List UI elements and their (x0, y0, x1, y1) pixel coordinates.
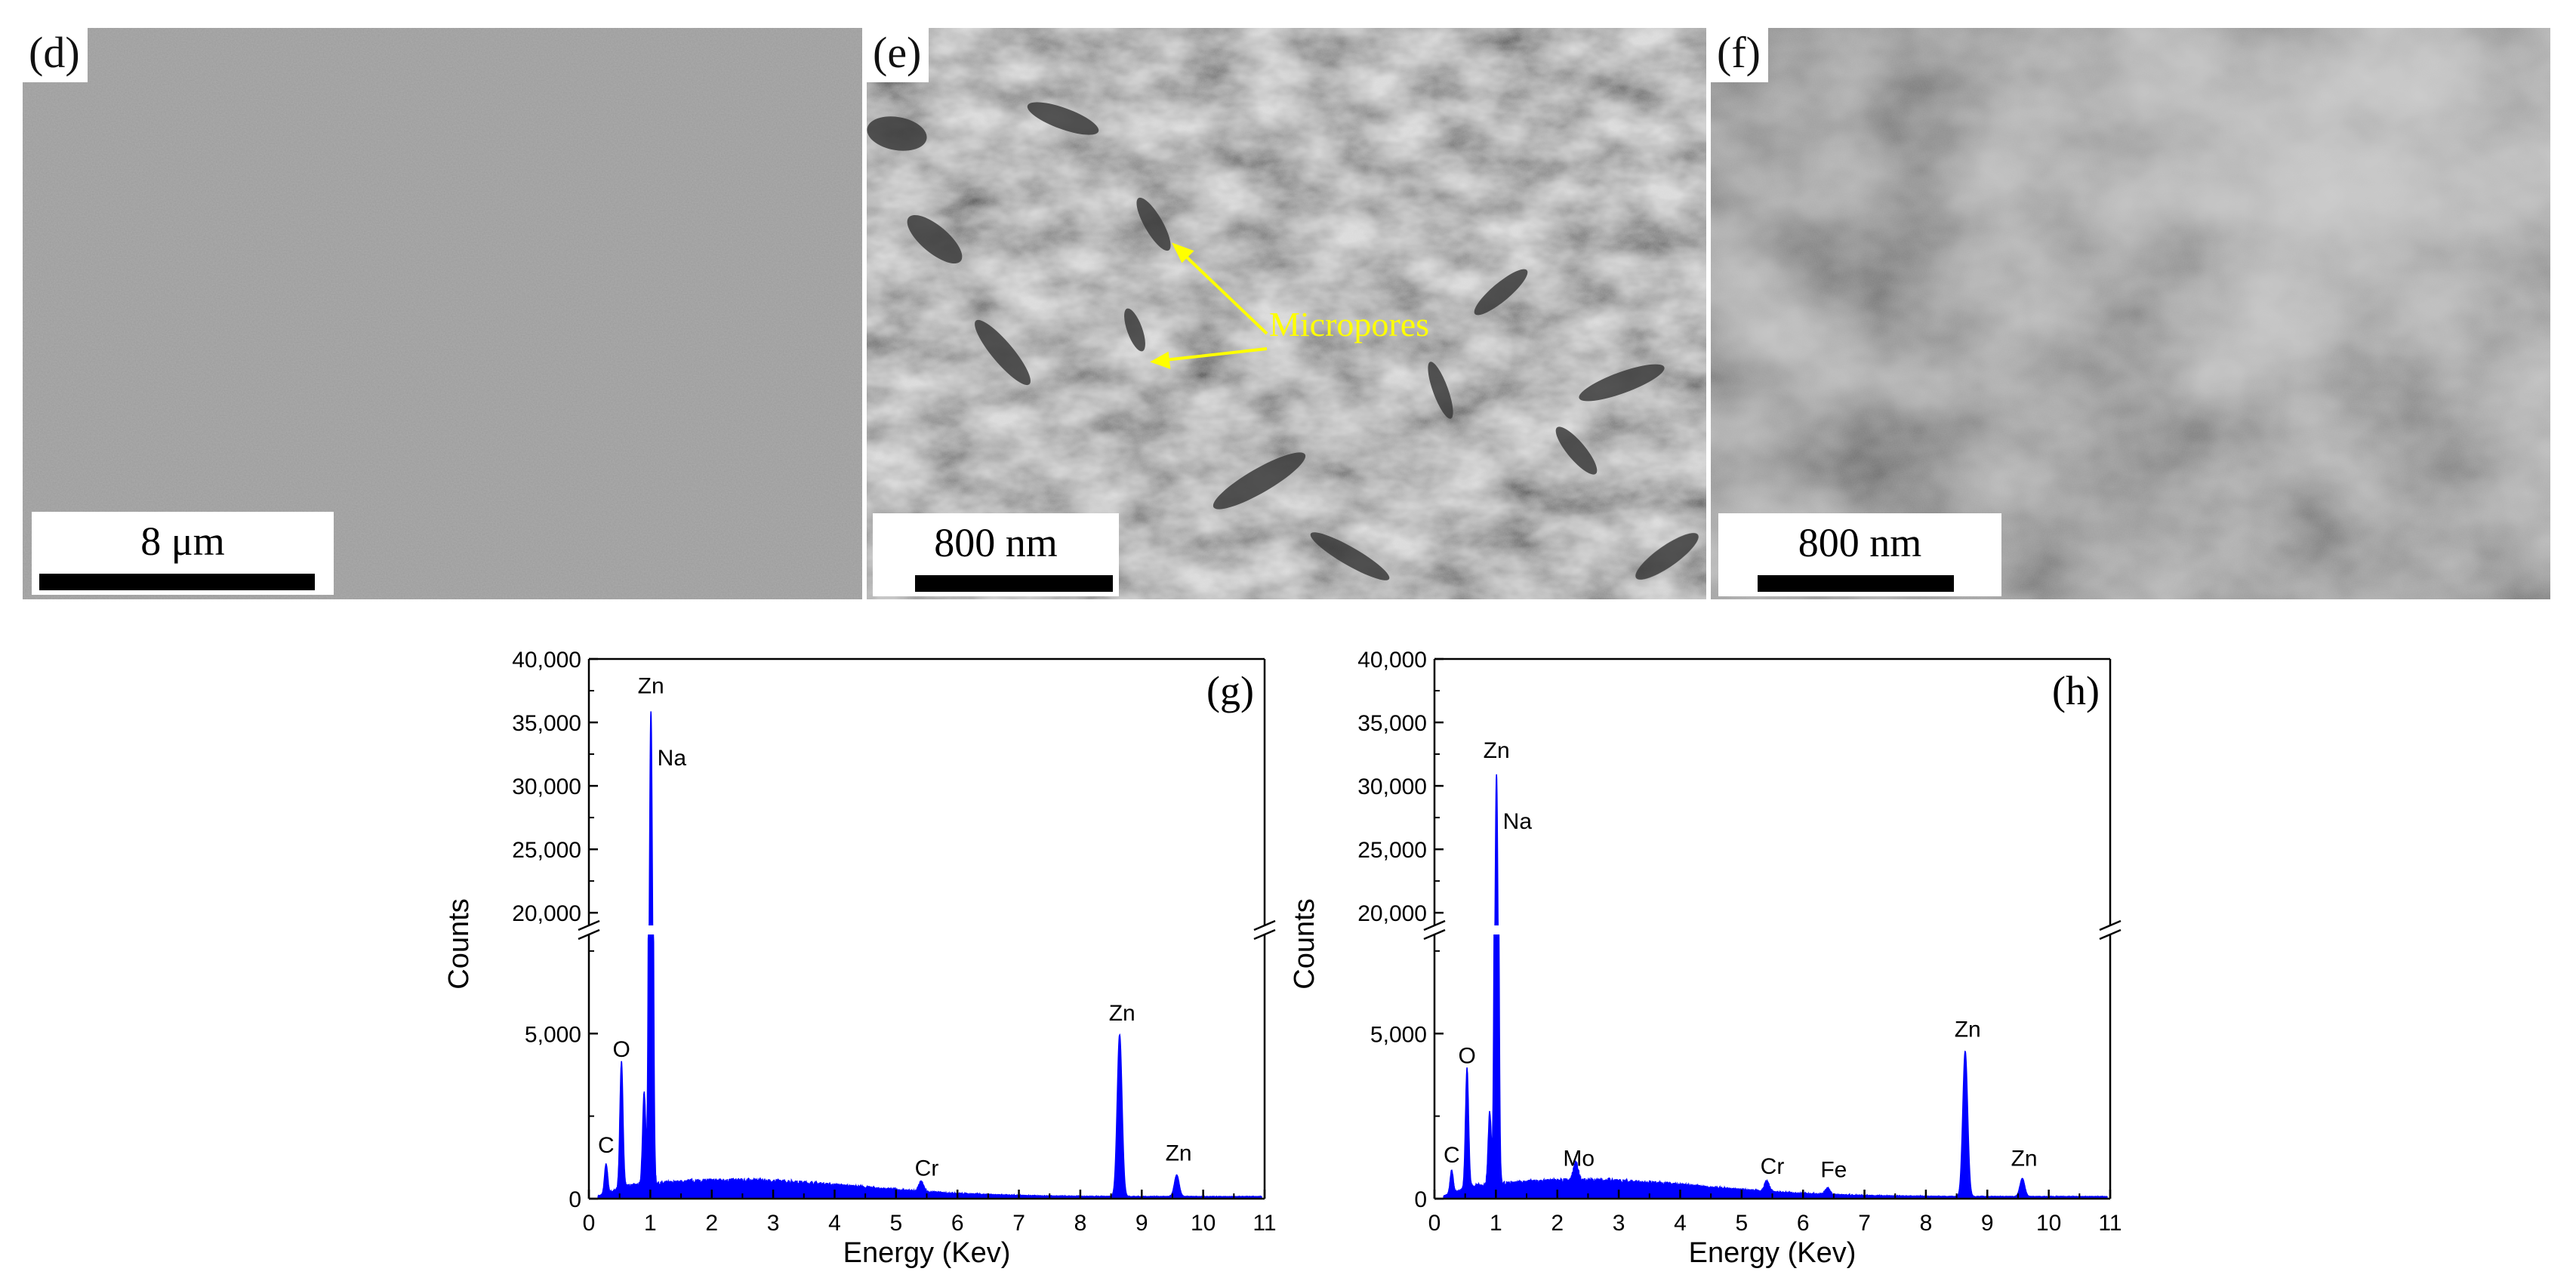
y-tick-label: 25,000 (512, 838, 581, 863)
x-tick-label: 1 (1490, 1211, 1502, 1236)
peak-label: Na (1503, 809, 1533, 834)
break-mark (1253, 928, 1276, 941)
x-tick-label: 5 (1735, 1211, 1748, 1236)
break-mark (578, 919, 600, 931)
break-mark (578, 928, 600, 941)
break-mark (1253, 919, 1276, 931)
scale-bar-e (915, 575, 1113, 592)
y-tick-label: 35,000 (512, 711, 581, 736)
peak-label: O (1458, 1044, 1475, 1069)
chart-panel-label: (h) (2052, 668, 2100, 713)
peak-label: Zn (2011, 1146, 2038, 1171)
x-tick-label: 2 (1551, 1211, 1564, 1236)
break-mark (2099, 928, 2122, 941)
scale-bar-f (1758, 575, 1954, 592)
x-tick-label: 4 (1674, 1211, 1687, 1236)
peak-label: Zn (1109, 1001, 1135, 1026)
sem-image-f: (f) 800 nm (1711, 28, 2550, 599)
x-tick-label: 3 (767, 1211, 780, 1236)
x-tick-label: 6 (951, 1211, 964, 1236)
x-tick-label: 10 (1191, 1211, 1216, 1236)
y-axis-title: Counts (443, 898, 475, 989)
peak-label: Zn (1166, 1141, 1192, 1166)
y-axis-title: Counts (1289, 898, 1320, 989)
eds-svg: 0 1 2 3 4 5 6 7 8 9 10 11 0 5,000 20,000 25,000 30,000 35… (1289, 648, 2122, 1269)
peak-label: Fe (1820, 1158, 1847, 1183)
y-tick-label: 25,000 (1357, 838, 1427, 863)
scale-label-f: 800 nm (1798, 520, 1922, 565)
sem-image-e: (e) Micropores 800 nm (867, 28, 1706, 599)
x-tick-label: 8 (1074, 1211, 1087, 1236)
y-tick-label: 30,000 (1357, 774, 1427, 799)
panel-label-e: (e) (867, 28, 929, 82)
x-tick-label: 9 (1135, 1211, 1148, 1236)
panel-label-d: (d) (23, 28, 88, 82)
peak-label: C (1444, 1143, 1460, 1168)
axis-break-gap (587, 925, 1266, 934)
eds-chart-g: 0 1 2 3 4 5 6 7 8 9 10 11 0 5,000 20,000 25,000 30,000 35… (423, 634, 1283, 1283)
peak-label: C (598, 1133, 615, 1158)
break-mark (1423, 919, 1446, 931)
x-axis-title: Energy (Kev) (1689, 1237, 1857, 1269)
eds-svg: 0 1 2 3 4 5 6 7 8 9 10 11 0 5,000 20,000 25,000 30,000 35… (443, 648, 1277, 1269)
x-tick-label: 11 (2098, 1211, 2122, 1236)
peak-label: Zn (638, 673, 664, 698)
y-tick-label: 20,000 (512, 901, 581, 926)
micropores-annotation: Micropores (1269, 305, 1430, 343)
break-mark (1423, 928, 1446, 941)
sem-texture-e (867, 28, 1706, 599)
sem-texture-f (1711, 28, 2550, 599)
eds-spectrum (1443, 774, 2108, 1199)
x-tick-label: 0 (583, 1211, 596, 1236)
y-tick-label: 40,000 (512, 648, 581, 673)
x-tick-label: 6 (1797, 1211, 1810, 1236)
peak-label: Mo (1563, 1146, 1595, 1171)
peak-label: O (612, 1037, 630, 1062)
y-tick-label: 35,000 (1357, 711, 1427, 736)
x-tick-label: 7 (1012, 1211, 1025, 1236)
x-tick-label: 1 (644, 1211, 657, 1236)
eds-chart-h: 0 1 2 3 4 5 6 7 8 9 10 11 0 5,000 20,000 25,000 30,000 35… (1268, 634, 2129, 1283)
break-mark (2099, 919, 2122, 931)
panel-label-f: (f) (1711, 28, 1768, 82)
sem-texture-d (23, 28, 862, 599)
scale-box-d: 8 μm (32, 512, 334, 595)
peak-label: Zn (1484, 738, 1510, 763)
scale-label-d: 8 μm (140, 519, 225, 564)
x-tick-label: 0 (1428, 1211, 1441, 1236)
x-tick-label: 3 (1613, 1211, 1625, 1236)
sem-image-d: (d) 8 μm (23, 28, 862, 599)
scale-label-e: 800 nm (934, 520, 1058, 565)
chart-panel-label: (g) (1206, 668, 1254, 713)
y-tick-label: 5,000 (525, 1022, 581, 1047)
x-tick-label: 5 (889, 1211, 902, 1236)
scale-bar-d (39, 574, 315, 590)
y-tick-label: 40,000 (1357, 648, 1427, 673)
eds-spectrum (597, 711, 1262, 1199)
scale-box-e: 800 nm (873, 513, 1119, 596)
peak-label: Na (658, 746, 687, 771)
axis-break-gap (1433, 925, 2112, 934)
y-tick-label: 20,000 (1357, 901, 1427, 926)
y-tick-label: 30,000 (512, 774, 581, 799)
x-tick-label: 4 (828, 1211, 841, 1236)
peak-label: Cr (1761, 1154, 1785, 1179)
x-tick-label: 8 (1920, 1211, 1933, 1236)
y-tick-label: 0 (1414, 1187, 1427, 1212)
x-tick-label: 11 (1253, 1211, 1276, 1236)
x-tick-label: 7 (1858, 1211, 1871, 1236)
x-axis-title: Energy (Kev) (843, 1237, 1011, 1269)
peak-label: Cr (915, 1156, 939, 1181)
peak-label: Zn (1955, 1018, 1981, 1042)
y-tick-label: 5,000 (1370, 1022, 1427, 1047)
y-tick-label: 0 (569, 1187, 581, 1212)
x-tick-label: 2 (705, 1211, 718, 1236)
x-tick-label: 10 (2036, 1211, 2061, 1236)
x-tick-label: 9 (1981, 1211, 1994, 1236)
scale-box-f: 800 nm (1718, 513, 2001, 596)
